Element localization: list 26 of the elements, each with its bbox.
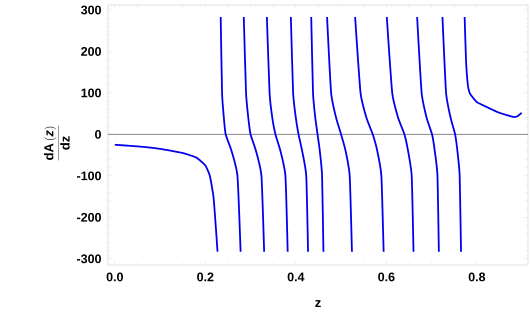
x-tick-label: 0.2 bbox=[197, 272, 214, 282]
line-series bbox=[290, 16, 309, 253]
y-axis-title: $\frac{\textbf{dA}\,(\textbf{\textit{z}})}{\textbf{dz}}$ bbox=[44, 126, 70, 160]
line-series bbox=[220, 16, 242, 253]
line-series bbox=[354, 16, 385, 253]
y-tick-label: 300 bbox=[80, 6, 101, 14]
x-tick-label: 0.0 bbox=[106, 272, 123, 282]
y-tick-label: 100 bbox=[81, 88, 101, 98]
line-series bbox=[416, 16, 440, 253]
line-series bbox=[442, 16, 462, 253]
x-axis-title: z bbox=[315, 300, 321, 308]
y-tick-label: -300 bbox=[77, 254, 101, 264]
line-series bbox=[114, 144, 218, 253]
x-tick-label: 0.8 bbox=[468, 272, 486, 282]
line-series bbox=[464, 16, 523, 118]
line-series bbox=[310, 16, 324, 253]
line-series bbox=[242, 16, 266, 253]
line-series bbox=[386, 16, 414, 253]
line-series bbox=[266, 16, 289, 253]
x-tick-label: 0.4 bbox=[288, 272, 304, 282]
y-tick-label: 0 bbox=[95, 130, 101, 139]
line-series bbox=[326, 16, 353, 253]
y-tick-label: 200 bbox=[81, 47, 101, 56]
y-tick-label: -200 bbox=[77, 212, 101, 222]
y-tick-label: -100 bbox=[77, 171, 101, 180]
x-tick-label: 0.6 bbox=[378, 272, 395, 282]
